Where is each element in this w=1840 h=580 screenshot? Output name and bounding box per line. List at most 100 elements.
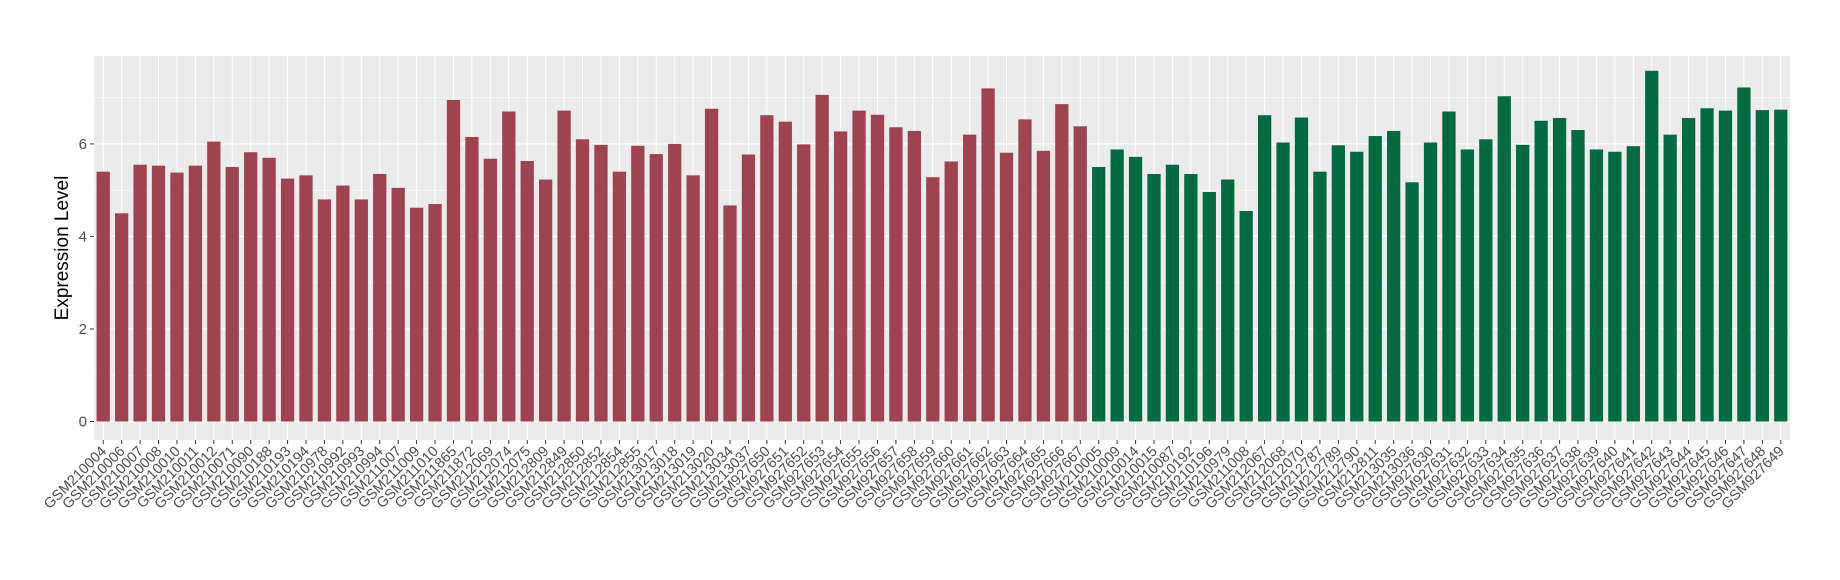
- bar: [1663, 134, 1677, 422]
- bar: [1718, 110, 1733, 422]
- y-axis-label: Expression Level: [52, 176, 73, 321]
- bar: [1479, 139, 1493, 422]
- bar: [631, 145, 645, 422]
- bar: [1534, 120, 1548, 422]
- bar: [1571, 130, 1585, 422]
- bar: [1405, 182, 1419, 422]
- bar: [1497, 96, 1511, 422]
- bar: [1589, 149, 1604, 422]
- bar: [778, 121, 792, 422]
- y-tick-label: 6: [79, 136, 87, 153]
- bar: [1552, 117, 1567, 422]
- bar: [1276, 142, 1290, 422]
- bar: [797, 144, 811, 422]
- bar: [539, 179, 553, 422]
- bar: [188, 165, 203, 422]
- bar: [207, 141, 221, 422]
- bar: [833, 131, 848, 422]
- bar: [907, 130, 921, 422]
- bar: [760, 115, 774, 422]
- bar: [1331, 145, 1345, 422]
- bar: [317, 199, 332, 422]
- bar: [557, 110, 571, 422]
- bar: [944, 161, 958, 422]
- bar: [225, 167, 239, 422]
- bar: [354, 199, 368, 422]
- bar: [612, 171, 627, 422]
- y-tick-label: 0: [79, 413, 87, 430]
- bar: [1755, 110, 1769, 422]
- bar: [1645, 70, 1659, 422]
- bar: [391, 187, 405, 422]
- bar: [889, 127, 903, 422]
- bar: [133, 164, 147, 422]
- bar: [1018, 119, 1032, 422]
- bar: [1221, 179, 1235, 422]
- bar: [963, 134, 977, 422]
- bar: [1737, 87, 1751, 422]
- bar: [1294, 117, 1309, 422]
- bar: [1774, 109, 1788, 422]
- bar: [999, 152, 1014, 422]
- bar: [465, 136, 479, 422]
- bar: [1036, 150, 1051, 422]
- bar: [336, 185, 350, 422]
- bar: [244, 152, 258, 422]
- bar: [1516, 144, 1530, 422]
- y-tick-label: 2: [79, 321, 87, 338]
- bar: [1165, 164, 1180, 422]
- bar: [1608, 151, 1622, 422]
- bar: [428, 204, 442, 422]
- y-tick-label: 4: [79, 228, 87, 245]
- bar: [446, 99, 461, 422]
- bar: [852, 110, 866, 422]
- bar: [575, 139, 590, 422]
- bar: [1184, 173, 1198, 422]
- bar: [741, 154, 756, 422]
- bar: [668, 143, 682, 422]
- bars: [96, 70, 1788, 422]
- bar: [1128, 156, 1143, 422]
- bar: [1423, 142, 1438, 422]
- bar: [1681, 117, 1696, 422]
- bar: [151, 165, 166, 422]
- bar: [262, 157, 276, 422]
- bar: [1147, 173, 1161, 422]
- bar: [723, 205, 737, 422]
- bar: [815, 94, 829, 422]
- bar: [299, 175, 313, 422]
- bar: [280, 178, 295, 422]
- bar: [1368, 136, 1382, 422]
- bar: [483, 158, 497, 422]
- bar: [686, 175, 700, 422]
- bar: [409, 207, 424, 422]
- bar: [1073, 126, 1087, 422]
- bar: [1055, 104, 1069, 422]
- bar: [981, 88, 995, 422]
- bar: [1092, 167, 1106, 422]
- bar: [1239, 210, 1253, 422]
- y-axis: 0 2 4 6: [79, 136, 94, 430]
- bar: [649, 154, 663, 422]
- bar: [1110, 149, 1124, 422]
- bar: [1626, 146, 1640, 422]
- bar: [926, 177, 940, 422]
- bar: [170, 172, 184, 422]
- bar: [1257, 115, 1272, 422]
- bar: [1313, 171, 1327, 422]
- x-axis: GSM210004GSM210006GSM210007GSM210008GSM2…: [41, 440, 1788, 512]
- bar: [594, 144, 608, 422]
- bar: [704, 108, 719, 422]
- bar: [1700, 108, 1714, 422]
- bar: [115, 213, 129, 422]
- bar: [1202, 192, 1216, 422]
- bar: [373, 173, 387, 422]
- bar: [96, 171, 110, 422]
- bar: [502, 111, 516, 422]
- bar: [1387, 130, 1401, 422]
- bar: [870, 114, 885, 422]
- bar: [1442, 111, 1456, 422]
- bar: [1460, 149, 1475, 422]
- bar: [1350, 151, 1364, 422]
